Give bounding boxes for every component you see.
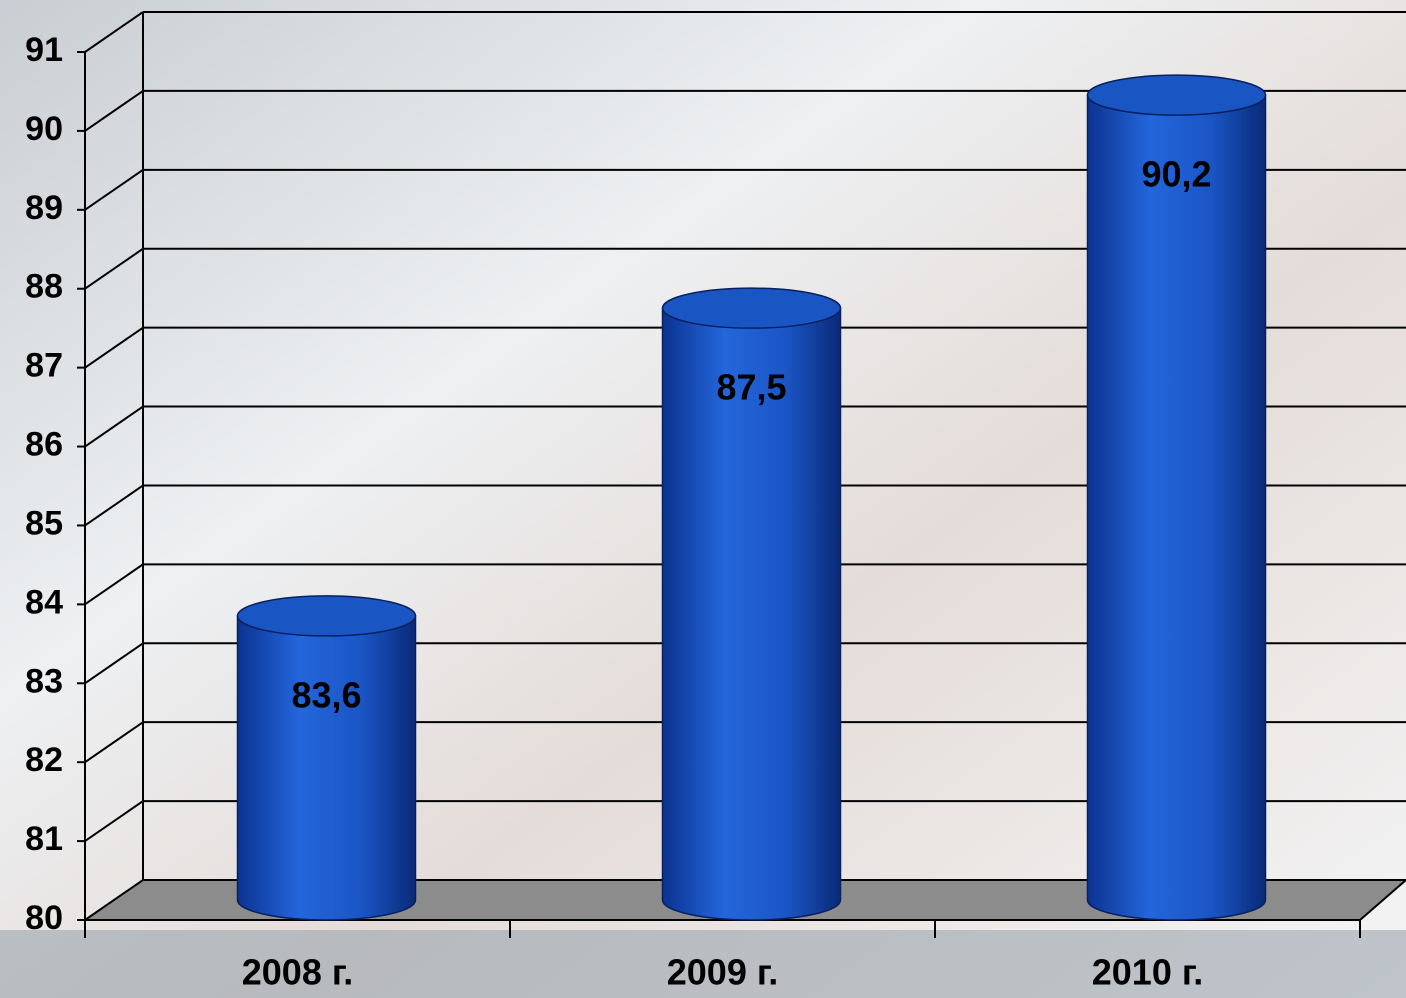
y-tick-label: 80 [25, 899, 63, 937]
grid-line-side [84, 405, 144, 448]
grid-line-side [84, 247, 144, 290]
x-tick-label: 2008 г. [242, 952, 353, 993]
grid-line-side [84, 90, 144, 132]
y-tick-label: 88 [25, 268, 63, 306]
grid-line-side [84, 168, 144, 211]
grid-line-side [84, 326, 144, 369]
y-tick-label: 86 [25, 426, 63, 464]
x-tick-label: 2009 г. [667, 952, 778, 993]
y-tick-label: 83 [25, 662, 63, 700]
y-tick-label: 87 [25, 347, 63, 385]
y-tick-label: 84 [25, 583, 63, 621]
y-tick-label: 91 [25, 31, 63, 69]
bar [236, 615, 417, 921]
y-tick-label: 82 [25, 741, 63, 779]
y-tick-label: 89 [25, 189, 63, 227]
bar [661, 307, 842, 921]
y-tick-label: 90 [25, 110, 63, 148]
grid-line-side [84, 484, 144, 527]
data-label: 90,2 [1141, 154, 1211, 195]
bar [1086, 94, 1267, 921]
bar-top [236, 595, 417, 637]
y-tick-label: 85 [25, 504, 63, 542]
bar-top [1086, 74, 1267, 116]
bar-top [661, 287, 842, 329]
data-label: 87,5 [716, 367, 786, 408]
grid-line-side [84, 11, 144, 53]
grid-line-side [84, 642, 144, 685]
x-tick-label: 2010 г. [1092, 952, 1203, 993]
grid-line-side [84, 800, 144, 842]
bottom-band [0, 930, 1406, 998]
data-label: 83,6 [291, 674, 361, 715]
y-tick-label: 81 [25, 820, 63, 858]
grid-line-side [84, 721, 144, 764]
grid-line-side [84, 563, 144, 606]
